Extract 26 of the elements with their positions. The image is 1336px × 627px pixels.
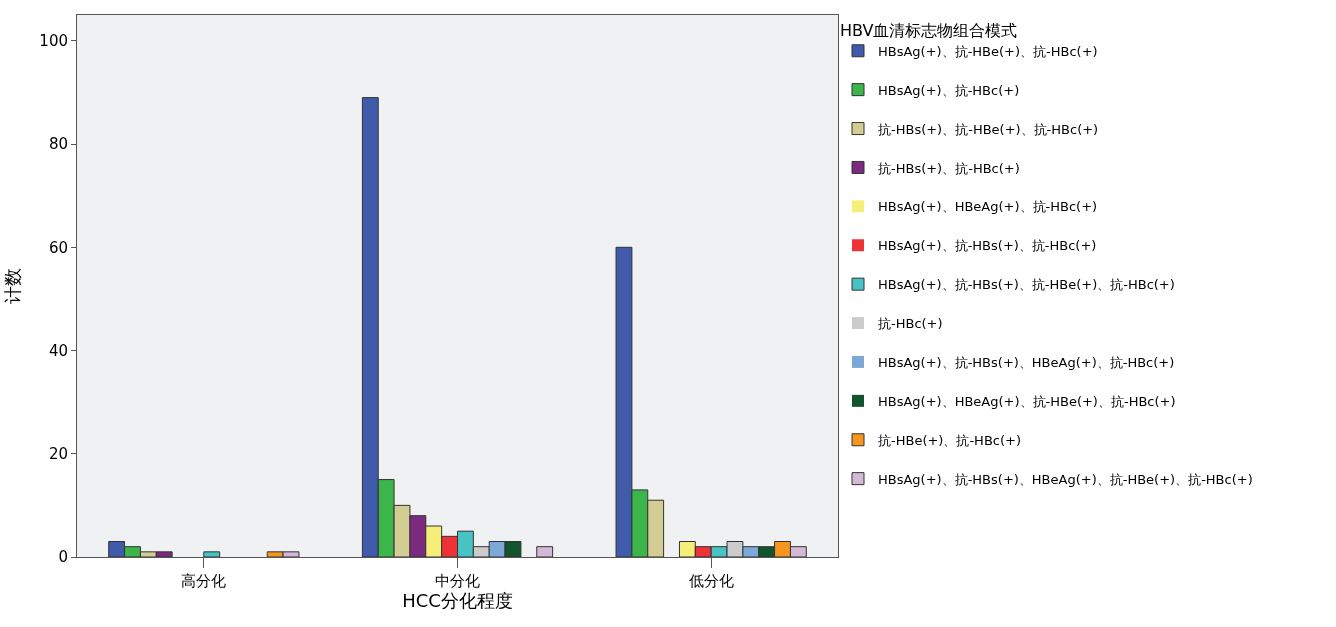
legend-label: 抗-HBe(+)、抗-HBc(+) — [878, 432, 1021, 448]
legend-label: 抗-HBc(+) — [878, 316, 943, 332]
y-tick-label: 80 — [48, 135, 68, 154]
y-tick-label: 60 — [48, 238, 68, 257]
y-axis-title: 计数 — [1, 268, 23, 304]
legend-label: HBsAg(+)、HBeAg(+)、抗-HBc(+) — [878, 199, 1098, 215]
legend-label: HBsAg(+)、抗-HBs(+)、抗-HBe(+)、抗-HBc(+) — [878, 277, 1175, 293]
legend-label: HBsAg(+)、抗-HBe(+)、抗-HBc(+) — [878, 43, 1098, 59]
bar — [203, 551, 221, 557]
legend-label: 抗-HBs(+)、抗-HBe(+)、抗-HBc(+) — [878, 121, 1099, 137]
x-tick-label: 低分化 — [688, 572, 734, 590]
legend-label: HBsAg(+)、抗-HBc(+) — [878, 82, 1020, 98]
y-tick-label: 40 — [48, 341, 68, 360]
x-tick-label: 高分化 — [181, 572, 227, 590]
legend-title: HBV血清标志物组合模式 — [840, 20, 1018, 40]
x-axis-title: HCC分化程度 — [402, 590, 513, 612]
legend-label: HBsAg(+)、抗-HBs(+)、HBeAg(+)、抗-HBe(+)、抗-HBc(+) — [878, 471, 1253, 487]
y-tick-label: 100 — [39, 32, 68, 51]
legend-label: HBsAg(+)、HBeAg(+)、抗-HBe(+)、抗-HBc(+) — [878, 393, 1176, 409]
legend-label: HBsAg(+)、抗-HBs(+)、抗-HBc(+) — [878, 238, 1097, 254]
bar — [536, 546, 554, 557]
x-tick-label: 中分化 — [435, 572, 480, 590]
y-tick-label: 20 — [48, 445, 68, 464]
y-tick-label: 0 — [58, 548, 68, 567]
legend-label: HBsAg(+)、抗-HBs(+)、HBeAg(+)、抗-HBc(+) — [878, 355, 1175, 371]
legend-label: 抗-HBs(+)、抗-HBc(+) — [878, 160, 1020, 176]
